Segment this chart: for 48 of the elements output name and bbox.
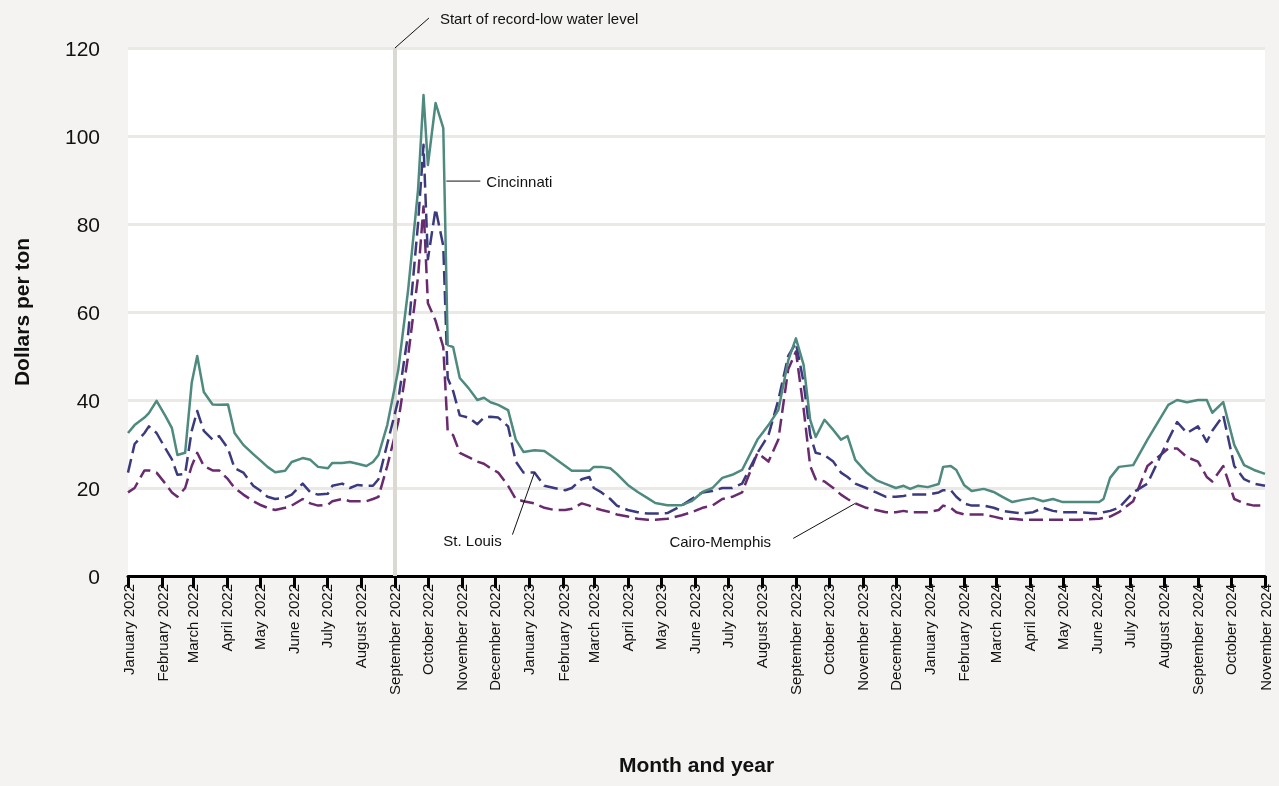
y-tick-label: 80 xyxy=(76,212,100,236)
text: St. Louis xyxy=(443,532,502,550)
x-tick-label: June 2022 xyxy=(285,584,303,655)
x-tick-label: December 2022 xyxy=(486,584,504,691)
x-tick-label: November 2024 xyxy=(1256,584,1274,691)
y-tick-label: 60 xyxy=(76,300,100,324)
x-tick-label: August 2022 xyxy=(352,584,370,669)
x-tick-label: November 2022 xyxy=(453,584,471,691)
x-tick-label: February 2022 xyxy=(153,584,171,682)
y-axis-title: Dollars per ton xyxy=(10,237,33,387)
y-tick-label: 40 xyxy=(76,388,100,412)
y-tick-label: 120 xyxy=(64,36,100,60)
x-tick-label: May 2024 xyxy=(1054,584,1072,650)
x-tick-label: September 2024 xyxy=(1189,584,1207,695)
x-tick-label: October 2022 xyxy=(419,584,437,675)
x-tick-label: April 2023 xyxy=(619,584,637,652)
x-tick-label: August 2023 xyxy=(753,584,771,669)
x-tick-label: August 2024 xyxy=(1155,584,1173,669)
x-tick-label: April 2024 xyxy=(1021,584,1039,652)
x-tick-label: July 2023 xyxy=(719,584,737,649)
x-tick-label: July 2022 xyxy=(318,584,336,649)
x-tick-label: April 2022 xyxy=(218,584,236,652)
x-tick-label: January 2023 xyxy=(520,584,538,675)
x-tick-label: March 2024 xyxy=(987,584,1005,664)
text: Cincinnati xyxy=(486,172,553,190)
x-tick-label: October 2023 xyxy=(820,584,838,675)
x-tick-label: July 2024 xyxy=(1121,584,1139,649)
x-tick-label: February 2024 xyxy=(955,584,973,682)
x-tick-label: March 2022 xyxy=(184,584,202,664)
y-tick-label: 0 xyxy=(88,564,100,588)
x-tick-label: September 2022 xyxy=(386,584,404,695)
x-tick-label: March 2023 xyxy=(585,584,603,664)
x-tick-label: June 2023 xyxy=(686,584,704,655)
x-tick-label: September 2023 xyxy=(787,584,805,695)
x-tick-label: June 2024 xyxy=(1088,584,1106,655)
x-tick-label: January 2024 xyxy=(921,584,939,675)
x-tick-label: November 2023 xyxy=(854,584,872,691)
y-tick-label: 100 xyxy=(64,124,100,148)
ref-line-label: Start of record-low water level xyxy=(439,9,639,27)
series-label: Cairo-Memphis xyxy=(669,532,772,550)
x-axis-title: Month and year xyxy=(618,753,775,776)
x-tick-label: May 2023 xyxy=(652,584,670,650)
x-tick-label: December 2023 xyxy=(887,584,905,691)
y-tick-label: 20 xyxy=(76,476,100,500)
x-tick-label: January 2022 xyxy=(119,584,137,675)
x-tick-label: February 2023 xyxy=(554,584,572,682)
x-tick-label: October 2024 xyxy=(1222,584,1240,675)
x-tick-label: May 2022 xyxy=(251,584,269,650)
